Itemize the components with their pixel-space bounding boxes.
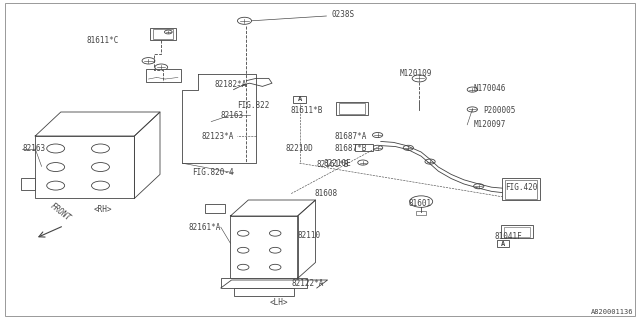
- Text: <RH>: <RH>: [93, 205, 111, 214]
- Bar: [153, 29, 173, 39]
- Text: 81041F: 81041F: [495, 232, 522, 241]
- Bar: [336, 102, 368, 115]
- Bar: [21, 178, 35, 190]
- Text: 82163: 82163: [220, 111, 243, 120]
- Text: P200005: P200005: [483, 106, 516, 115]
- Text: M120109: M120109: [400, 69, 433, 78]
- Text: FIG.822: FIG.822: [237, 101, 269, 110]
- Bar: [205, 204, 225, 213]
- Text: 81608: 81608: [315, 189, 338, 198]
- Bar: [497, 240, 509, 247]
- Text: 82210E: 82210E: [323, 159, 351, 168]
- Bar: [501, 225, 533, 238]
- Text: FIG.820-4: FIG.820-4: [192, 168, 234, 177]
- Text: 82163: 82163: [22, 144, 45, 153]
- Text: 82182*A: 82182*A: [214, 80, 246, 89]
- Text: 82161*B: 82161*B: [317, 160, 349, 169]
- Text: FRONT: FRONT: [49, 201, 73, 222]
- Text: 82110: 82110: [298, 231, 321, 240]
- Bar: [416, 211, 426, 215]
- Bar: [35, 136, 134, 198]
- Text: 81601: 81601: [408, 199, 431, 208]
- Text: 81611*C: 81611*C: [86, 36, 118, 44]
- Text: A: A: [298, 96, 301, 102]
- Bar: [502, 178, 540, 200]
- Text: A: A: [501, 241, 505, 247]
- Text: 81687*A: 81687*A: [334, 132, 367, 140]
- Text: FIG.420: FIG.420: [506, 183, 538, 192]
- Text: N170046: N170046: [474, 84, 506, 92]
- Bar: [355, 144, 373, 151]
- Bar: [293, 96, 306, 103]
- Text: 82161*A: 82161*A: [188, 223, 221, 232]
- Bar: [505, 180, 537, 199]
- Text: A820001136: A820001136: [591, 309, 634, 315]
- Bar: [504, 227, 530, 237]
- Text: 81611*B: 81611*B: [291, 106, 323, 115]
- Text: 82122*A: 82122*A: [291, 279, 324, 288]
- Text: 82123*A: 82123*A: [201, 132, 234, 140]
- Bar: [230, 216, 298, 278]
- Text: 82210D: 82210D: [286, 144, 314, 153]
- Text: <LH>: <LH>: [269, 298, 287, 307]
- Bar: [221, 278, 307, 288]
- Text: 0238S: 0238S: [332, 10, 355, 19]
- Text: M120097: M120097: [474, 120, 506, 129]
- Bar: [339, 103, 365, 114]
- Bar: [146, 69, 181, 82]
- Bar: [234, 288, 294, 296]
- Text: 81687*B: 81687*B: [334, 144, 367, 153]
- Bar: [150, 28, 176, 40]
